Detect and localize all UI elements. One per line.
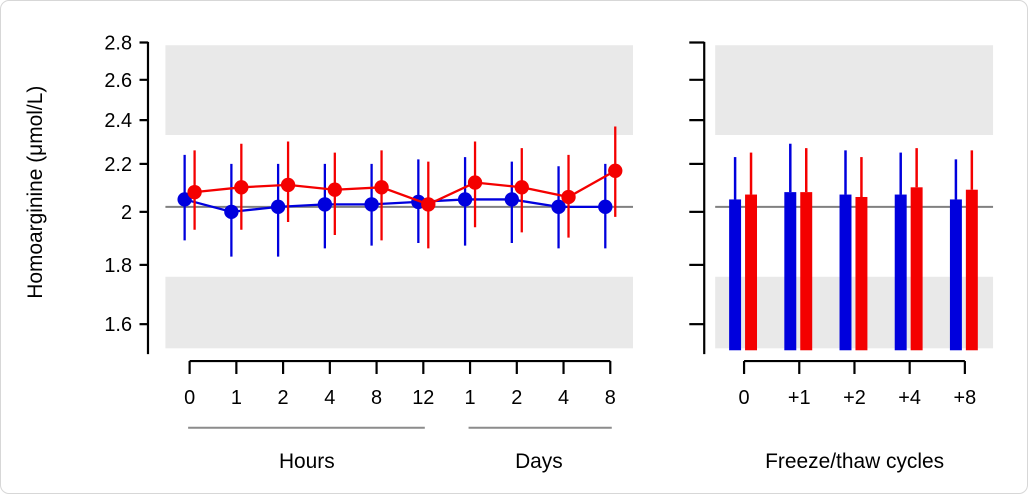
y-axis-tick-label: 2.2 (104, 154, 132, 176)
bar-red (965, 189, 978, 351)
x-axis-tick-label: 1 (465, 387, 476, 409)
data-point-red (514, 180, 529, 195)
series-line-blue (184, 198, 606, 214)
x-axis-tick-label: +8 (954, 387, 977, 409)
y-axis-tick-label: 2.6 (104, 70, 132, 92)
data-point-blue (457, 192, 473, 207)
data-point-blue (364, 197, 379, 212)
data-point-red (608, 163, 623, 178)
y-axis-tick-label: 2.8 (104, 33, 132, 55)
bar-blue (894, 194, 907, 351)
shaded-band (165, 276, 634, 349)
hours-group-label: Hours (279, 450, 335, 473)
shaded-band (715, 45, 994, 136)
data-point-blue (504, 192, 519, 207)
bar-blue (784, 192, 797, 351)
data-point-red (234, 180, 249, 195)
x-axis-tick-label: 0 (184, 387, 195, 409)
data-point-blue (598, 199, 613, 215)
data-point-blue (270, 199, 286, 215)
data-point-blue (224, 204, 239, 220)
x-axis-tick-label: 8 (371, 387, 382, 409)
data-point-red (280, 177, 296, 193)
panel-freeze-thaw: 0 +1 +2 +4 +8 (689, 41, 994, 409)
y-axis-tick-label: 1.6 (104, 314, 132, 336)
y-axis-title: Homoarginine (μmol/L) (24, 86, 47, 299)
data-point-blue (177, 192, 192, 207)
x-axis-tick-label: 0 (739, 387, 750, 409)
panel-storage-time: 2.82.62.42.221.81.60 1 2 4 8 12 1 2 4 8 (104, 33, 634, 429)
freeze-thaw-axis-label: Freeze/thaw cycles (765, 450, 944, 473)
data-point-blue (317, 197, 333, 212)
x-axis-tick-label: 1 (231, 387, 242, 409)
bar-blue (729, 199, 742, 351)
y-axis-tick-label: 2.4 (104, 110, 132, 132)
x-axis-tick-label: +4 (898, 387, 921, 409)
days-group-label: Days (515, 450, 563, 473)
bar-red (745, 194, 758, 351)
shaded-band (165, 45, 634, 136)
x-axis-tick-label: 8 (605, 387, 616, 409)
data-point-blue (551, 199, 566, 215)
x-axis-tick-label: 2 (278, 387, 289, 409)
x-axis-tick-label: +2 (843, 387, 866, 409)
bar-red (800, 192, 813, 351)
x-axis-tick-label: 4 (558, 387, 569, 409)
bar-red (910, 187, 923, 351)
y-axis-tick-label: 1.8 (104, 255, 132, 277)
bar-red (855, 196, 868, 351)
bar-blue (949, 199, 962, 351)
data-point-red (467, 175, 483, 190)
x-axis-tick-label: 12 (412, 387, 434, 409)
data-point-red (327, 182, 342, 197)
series-line-red (194, 169, 616, 206)
data-point-red (374, 180, 389, 195)
y-axis-tick-label: 2 (121, 202, 132, 224)
x-axis-tick-label: 4 (324, 387, 335, 409)
data-point-red (421, 197, 436, 212)
data-point-red (187, 184, 202, 200)
shaded-band (715, 276, 994, 349)
bar-blue (839, 194, 852, 351)
x-axis-tick-label: +1 (788, 387, 811, 409)
x-axis-tick-label: 2 (511, 387, 522, 409)
data-point-red (561, 189, 576, 205)
